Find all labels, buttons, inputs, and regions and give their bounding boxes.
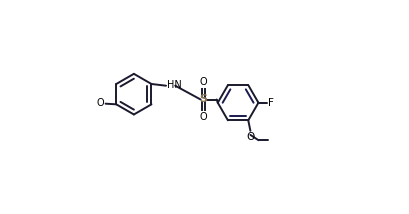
Text: S: S: [200, 94, 207, 104]
Text: O: O: [247, 132, 255, 142]
Text: HN: HN: [167, 80, 182, 90]
Text: O: O: [200, 112, 207, 122]
Text: F: F: [268, 98, 274, 107]
Text: O: O: [96, 98, 104, 108]
Text: O: O: [200, 77, 207, 87]
